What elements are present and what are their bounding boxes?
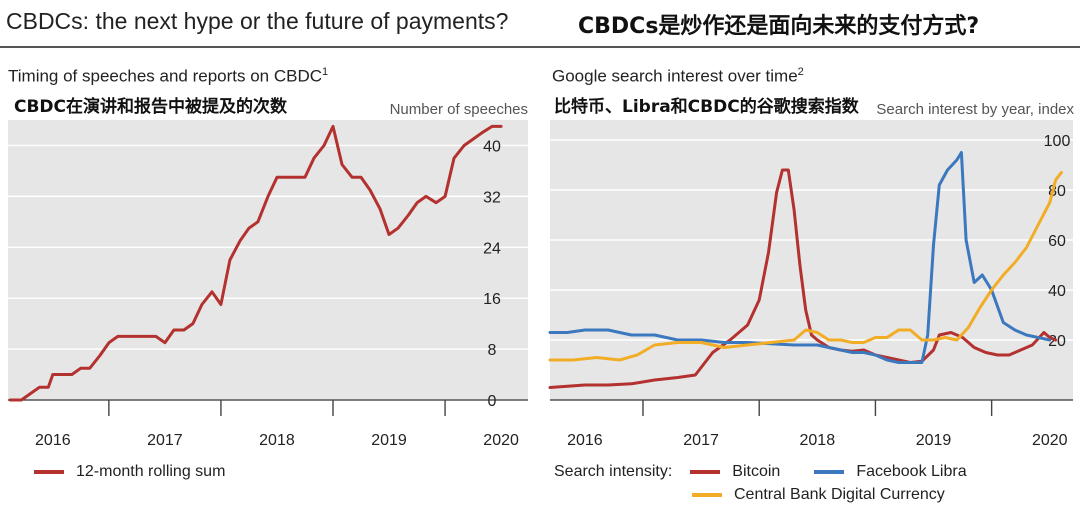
legend-swatch-rolling-sum [34,470,64,474]
legend-swatch-libra [814,470,845,474]
left-chart-title: Timing of speeches and reports on CBDC1 [8,66,329,86]
legend-label-cbdc: Central Bank Digital Currency [734,486,945,503]
right-legend-row-1: Search intensity: Bitcoin Facebook Libra [554,463,967,481]
legend-swatch-bitcoin [690,470,721,474]
y-tick-label-16: 16 [483,291,501,308]
right-chart-title: Google search interest over time2 [552,66,804,86]
x-tick-label-2018: 2018 [800,432,836,449]
series-line-12-month-rolling-sum [8,124,503,402]
left-chart-ylabel: Number of speeches [389,101,528,118]
main-title-english: CBDCs: the next hype or the future of pa… [6,8,509,34]
legend-swatch-cbdc [692,493,722,497]
y-tick-label-20: 20 [1048,333,1066,350]
left-chart: 0 8 16 24 32 40 2016 2017 2018 2019 2020 [8,120,528,449]
y-tick-label-0: 0 [488,393,497,410]
x-tick-label-2020: 2020 [483,432,519,449]
legend-label-bitcoin: Bitcoin [732,463,781,480]
right-legend-row-2: Central Bank Digital Currency [692,486,945,504]
plot-background [8,120,528,400]
series-line-facebook-libra [548,151,1052,364]
main-title-chinese: CBDCs是炒作还是面向未来的支付方式? [578,14,980,39]
x-tick-label-2018: 2018 [259,432,295,449]
x-tick-label-2017: 2017 [147,432,183,449]
y-tick-label-24: 24 [483,240,501,257]
y-tick-label-32: 32 [483,189,501,206]
left-legend: 12-month rolling sum [34,463,225,481]
x-tick-label-2020: 2020 [1032,432,1068,449]
y-tick-label-8: 8 [488,342,497,359]
x-tick-label-2019: 2019 [916,432,952,449]
right-chart-subtitle: 比特币、Libra和CBDC的谷歌搜索指数 [554,92,859,117]
y-tick-label-100: 100 [1044,133,1071,150]
right-chart-ylabel: Search interest by year, index [876,101,1074,118]
x-tick-label-2019: 2019 [371,432,407,449]
y-tick-label-60: 60 [1048,233,1066,250]
legend-label-libra: Facebook Libra [856,463,967,480]
legend-title: Search intensity: [554,463,673,480]
x-tick-label-2016: 2016 [35,432,71,449]
x-tick-label-2017: 2017 [683,432,719,449]
y-tick-label-40: 40 [1048,283,1066,300]
legend-label-rolling-sum: 12-month rolling sum [76,463,226,480]
left-chart-subtitle: CBDC在演讲和报告中被提及的次数 [14,97,288,117]
title-divider [0,46,1080,48]
y-tick-label-40: 40 [483,138,501,155]
x-tick-label-2016: 2016 [567,432,603,449]
series-line-central-bank-digital-currency [548,171,1063,362]
